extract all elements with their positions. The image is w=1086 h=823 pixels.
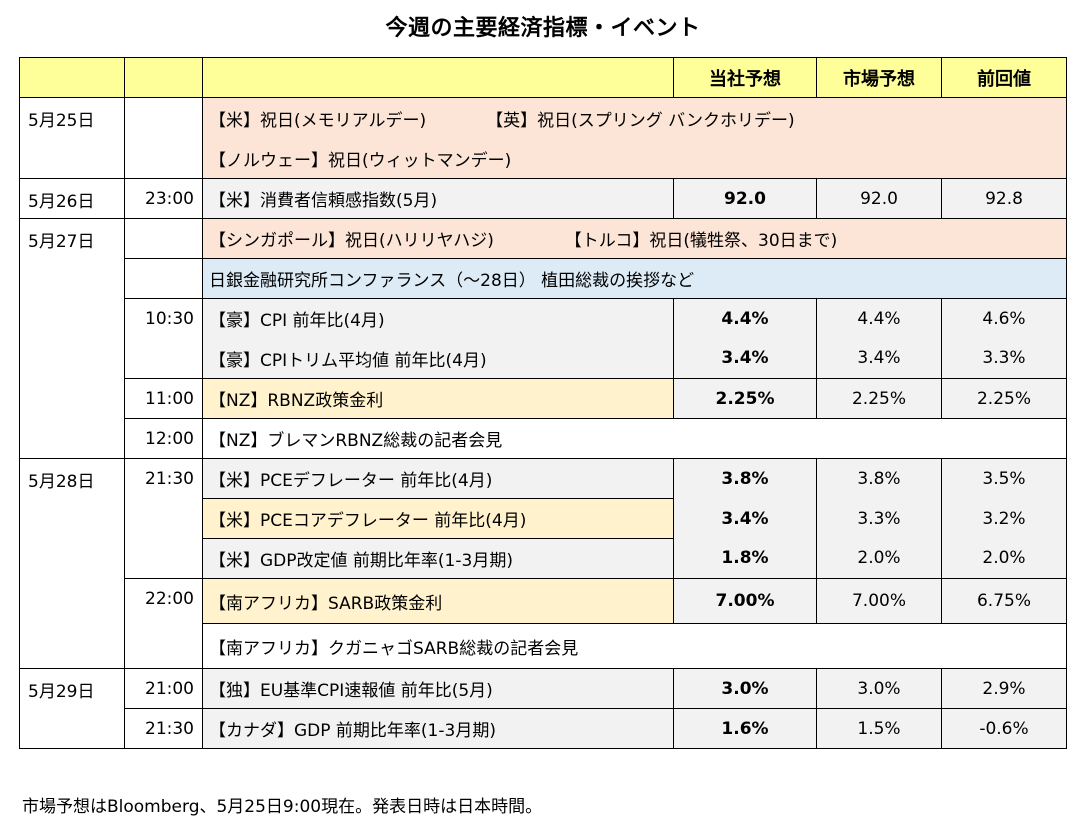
holiday-cell: 【米】祝日(メモリアルデー) 【英】祝日(スプリング バンクホリデー) 【ノルウ… [202,97,1067,179]
date-cell: 5月26日 [19,178,125,219]
our-forecast-cell: 4.4% [673,298,817,339]
event-cell: 【米】GDP改定値 前期比年率(1-3月期) [202,538,674,579]
our-forecast-cell: 3.8% [673,458,817,499]
holiday-cell: 【シンガポール】祝日(ハリリヤハジ) 【トルコ】祝日(犠牲祭、30日まで) [202,218,1067,259]
time-cell: 23:00 [124,178,203,219]
holiday-us: 【米】祝日(メモリアルデー) [209,110,427,131]
event-cell: 【南アフリカ】クガニャゴSARB総裁の記者会見 [202,623,1067,669]
table-row: 5月29日 21:00 【独】EU基準CPI速報値 前年比(5月) 3.0% 3… [19,668,1067,749]
table-row: 5月28日 21:30 【米】PCEデフレーター 前年比(4月) 3.8% 3.… [19,458,1067,669]
market-forecast-cell: 92.0 [816,178,942,219]
event-cell: 【豪】CPIトリム平均値 前年比(4月) [202,338,674,379]
holiday-uk: 【英】祝日(スプリング バンクホリデー) [486,110,795,131]
table-row: 【南アフリカ】クガニャゴSARB総裁の記者会見 [20,623,1067,669]
header-market-forecast: 市場予想 [816,57,942,98]
previous-cell: 2.9% [941,668,1067,709]
our-forecast-cell: 3.4% [673,338,817,379]
header-date [19,57,125,98]
table-row: 【米】GDP改定値 前期比年率(1-3月期) 1.8% 2.0% 2.0% [20,538,1067,579]
market-forecast-cell: 7.00% [816,578,942,624]
market-forecast-cell: 2.25% [816,378,942,419]
time-cell: 21:30 [124,458,203,579]
header-previous: 前回値 [941,57,1067,98]
page-title: 今週の主要経済指標・イベント [385,16,701,41]
table-row: 12:00 【NZ】ブレマンRBNZ総裁の記者会見 [20,418,1067,459]
holiday-turkey: 【トルコ】祝日(犠牲祭、30日まで) [564,231,838,251]
our-forecast-cell: 92.0 [673,178,817,219]
market-forecast-cell: 3.8% [816,458,942,499]
event-cell: 【南アフリカ】SARB政策金利 [202,578,674,624]
event-cell: 【米】PCEデフレーター 前年比(4月) [202,458,674,499]
table-row: 11:00 【NZ】RBNZ政策金利 2.25% 2.25% 2.25% [20,378,1067,419]
previous-cell: 6.75% [941,578,1067,624]
table-row: 日銀金融研究所コンファランス（～28日） 植田総裁の挨拶など [20,258,1067,299]
time-cell: 21:30 [124,708,203,749]
previous-cell: -0.6% [941,708,1067,749]
table-row: 10:30 【豪】CPI 前年比(4月) 4.4% 4.4% 4.6% [20,298,1067,379]
date-cell: 5月29日 [19,668,125,749]
our-forecast-cell: 7.00% [673,578,817,624]
events-table: 当社予想 市場予想 前回値 5月25日 【米】祝日(メモリアルデー) 【英】祝日… [19,57,1067,749]
event-cell: 【米】PCEコアデフレーター 前年比(4月) [202,498,674,539]
previous-cell: 2.0% [941,538,1067,579]
header-row: 当社予想 市場予想 前回値 [19,57,1067,98]
time-cell [124,97,203,179]
time-cell [124,218,203,259]
date-cell: 5月25日 [19,97,125,179]
time-cell: 21:00 [124,668,203,709]
date-cell: 5月27日 [19,218,125,459]
header-our-forecast: 当社予想 [673,57,817,98]
table-row: 5月26日 23:00 【米】消費者信頼感指数(5月) 92.0 92.0 92… [19,178,1067,219]
header-event [202,57,674,98]
event-cell: 【カナダ】GDP 前期比年率(1-3月期) [202,708,674,749]
market-forecast-cell: 3.0% [816,668,942,709]
table-row: 22:00 【南アフリカ】SARB政策金利 7.00% 7.00% 6.75% [20,578,1067,669]
event-cell: 日銀金融研究所コンファランス（～28日） 植田総裁の挨拶など [202,258,1067,299]
our-forecast-cell: 1.8% [673,538,817,579]
holiday-norway: 【ノルウェー】祝日(ウィットマンデー) [209,150,512,171]
market-forecast-cell: 3.3% [816,498,942,539]
previous-cell: 92.8 [941,178,1067,219]
market-forecast-cell: 2.0% [816,538,942,579]
our-forecast-cell: 1.6% [673,708,817,749]
date-cell: 5月28日 [19,458,125,669]
table-row: 5月25日 【米】祝日(メモリアルデー) 【英】祝日(スプリング バンクホリデー… [19,97,1067,179]
our-forecast-cell: 3.4% [673,498,817,539]
footnote: 市場予想はBloomberg、5月25日9:00現在。発表日時は日本時間。 [22,797,543,817]
our-forecast-cell: 2.25% [673,378,817,419]
market-forecast-cell: 1.5% [816,708,942,749]
time-cell [124,258,203,299]
time-cell: 22:00 [124,578,203,669]
event-cell: 【豪】CPI 前年比(4月) [202,298,674,339]
previous-cell: 4.6% [941,298,1067,339]
time-cell: 12:00 [124,418,203,459]
time-cell: 11:00 [124,378,203,419]
event-cell: 【米】消費者信頼感指数(5月) [202,178,674,219]
header-time [124,57,203,98]
table-row: 5月27日 【シンガポール】祝日(ハリリヤハジ) 【トルコ】祝日(犠牲祭、30日… [19,218,1067,459]
table-row: 21:30 【カナダ】GDP 前期比年率(1-3月期) 1.6% 1.5% -0… [20,708,1067,749]
table-row: 【豪】CPIトリム平均値 前年比(4月) 3.4% 3.4% 3.3% [20,338,1067,379]
previous-cell: 3.5% [941,458,1067,499]
market-forecast-cell: 3.4% [816,338,942,379]
event-cell: 【NZ】ブレマンRBNZ総裁の記者会見 [202,418,1067,459]
event-cell: 【NZ】RBNZ政策金利 [202,378,674,419]
previous-cell: 3.3% [941,338,1067,379]
previous-cell: 2.25% [941,378,1067,419]
table-row: 【米】PCEコアデフレーター 前年比(4月) 3.4% 3.3% 3.2% [20,498,1067,539]
market-forecast-cell: 4.4% [816,298,942,339]
event-cell: 【独】EU基準CPI速報値 前年比(5月) [202,668,674,709]
our-forecast-cell: 3.0% [673,668,817,709]
holiday-singapore: 【シンガポール】祝日(ハリリヤハジ) [209,231,494,251]
previous-cell: 3.2% [941,498,1067,539]
time-cell: 10:30 [124,298,203,379]
